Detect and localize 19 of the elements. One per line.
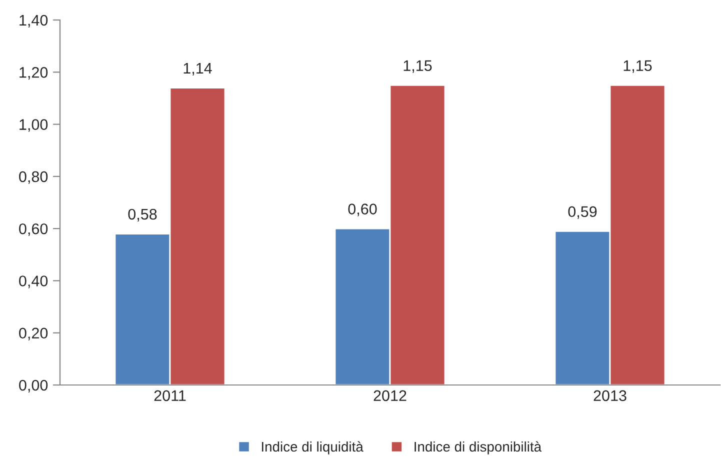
y-tick-label: 1,00 [20,119,48,132]
x-tick-label: 2012 [374,390,406,402]
y-tick-label: 1,20 [20,67,48,80]
y-tick-label: 1,40 [20,14,48,28]
legend-label: Indice di disponibilità [414,441,542,454]
x-tick-label: 2013 [594,390,626,402]
data-label: 0,59 [568,206,597,219]
legend-label: Indice di liquidità [262,441,364,454]
y-tick-label: 0,60 [19,223,48,236]
data-label: 1,15 [624,60,652,73]
data-label: 1,14 [184,62,212,76]
y-tick-label: 0,40 [19,276,48,288]
data-label: 1,15 [404,60,432,73]
y-tick-label: 0,00 [19,380,48,392]
data-label: 0,58 [128,208,157,222]
y-tick-label: 0,20 [19,328,48,340]
data-label: 0,60 [348,204,377,216]
y-tick-label: 0,80 [19,171,48,184]
x-tick-label: 2011 [154,390,186,402]
